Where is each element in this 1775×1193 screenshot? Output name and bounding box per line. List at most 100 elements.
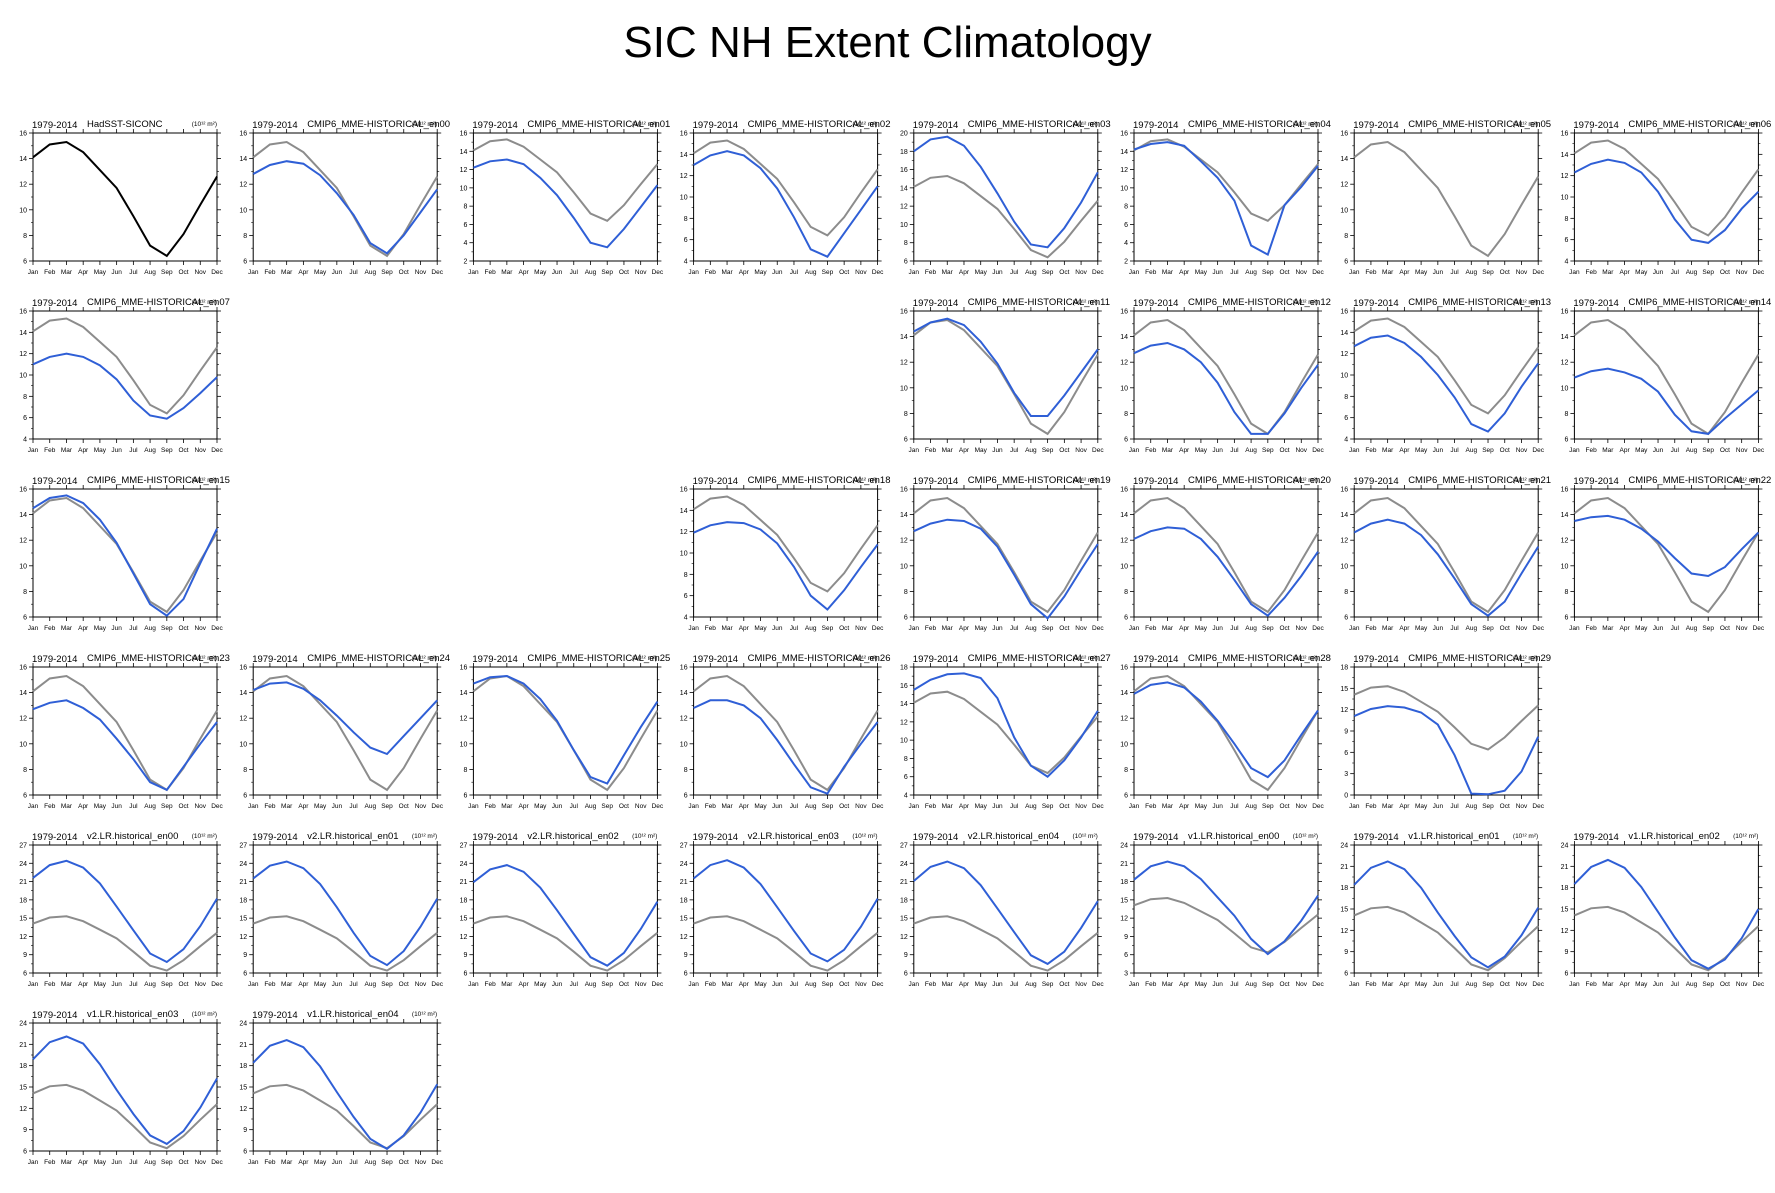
x-tick-label: Jun [992,625,1003,632]
x-tick-label: Sep [1702,447,1714,454]
y-tick-label: 10 [900,738,908,745]
y-tick-label: 24 [1340,843,1348,850]
y-tick-label: 12 [1340,928,1348,935]
x-tick-label: Feb [925,803,937,810]
x-tick-label: Jan [1349,981,1360,988]
series-obs-reference-line [32,674,218,792]
x-tick-label: Mar [281,803,293,810]
x-tick-label: Apr [959,447,970,454]
x-tick-label: Feb [44,803,56,810]
x-tick-label: Apr [1179,803,1190,810]
x-tick-label: Jul [1671,625,1680,632]
y-tick-label: 6 [904,971,908,978]
y-tick-label: 6 [23,615,27,622]
x-tick-label: Jul [1010,981,1019,988]
y-tick-label: 8 [1124,204,1128,211]
x-tick-label: Jan [1129,625,1140,632]
y-tick-label: 10 [1561,563,1569,570]
y-tick-label: 6 [1124,952,1128,959]
y-tick-label: 10 [1561,385,1569,392]
y-tick-label: 10 [19,563,27,570]
y-tick-label: 16 [19,309,27,316]
y-tick-label: 14 [1340,330,1348,337]
series-model-line [1573,858,1760,970]
series-model-line [1573,158,1760,244]
x-tick-label: Apr [959,269,970,276]
x-tick-label: Mar [1162,981,1174,988]
panel-title: v2.LR.historical_en02 [527,831,618,842]
x-tick-label: Jul [349,269,358,276]
x-tick-label: Dec [872,803,884,810]
y-tick-label: 12 [680,173,688,180]
x-tick-label: Jan [468,269,479,276]
panel-cmip6-mme-historical-en00: 1979-2014 CMIP6_MME-HISTORICAL_en00(10¹² … [239,119,450,276]
x-tick-label: Oct [619,803,629,810]
panel-title: v2.LR.historical_en04 [968,831,1059,842]
series-model-line [1353,518,1540,617]
panel-title: v2.LR.historical_en03 [748,831,839,842]
y-tick-label: 15 [1120,897,1128,904]
panel-title: CMIP6_MME-HISTORICAL_en15 [87,475,230,486]
plot-frame [32,132,218,262]
y-tick-label: 12 [900,204,908,211]
x-tick-label: Apr [298,981,309,988]
series-obs-reference-line [1353,140,1540,258]
x-tick-label: Sep [1482,981,1494,988]
series-model-line [32,699,218,792]
y-tick-label: 8 [1344,233,1348,240]
x-tick-label: Oct [399,269,409,276]
x-tick-label: Sep [1042,981,1054,988]
x-tick-label: Dec [1312,625,1324,632]
y-tick-label: 12 [900,360,908,367]
panel-title: CMIP6_MME-HISTORICAL_en05 [1408,119,1551,130]
x-tick-label: Sep [1482,447,1494,454]
x-tick-label: Oct [1720,447,1730,454]
series-model-line [1133,681,1319,779]
y-tick-label: 15 [239,1085,247,1092]
y-tick-label: 16 [19,131,27,138]
x-tick-label: Apr [519,269,530,276]
y-tick-label: 9 [1344,949,1348,956]
x-tick-label: Nov [1075,269,1087,276]
x-tick-label: May [754,981,767,988]
x-tick-label: Jul [129,625,138,632]
x-tick-label: Mar [942,447,954,454]
panel-period: 1979-2014 [1353,298,1398,309]
x-tick-label: Aug [144,269,156,276]
series-model-line [32,1035,218,1146]
x-tick-label: Aug [1245,981,1257,988]
y-tick-label: 14 [900,334,908,341]
panel-title: CMIP6_MME-HISTORICAL_en14 [1628,297,1771,308]
y-tick-label: 18 [239,1063,247,1070]
panel-v1-lr-historical-en04: 1979-2014 v1.LR.historical_en04 (10¹² m²) 6… [239,1009,443,1166]
plot-frame [32,310,218,440]
x-tick-label: Jul [1230,447,1239,454]
y-tick-label: 15 [1561,907,1569,914]
x-tick-label: Jan [1349,803,1360,810]
series-model-line [1353,334,1540,433]
panel-units: (10¹² m²) [412,121,437,128]
x-tick-label: Oct [1720,981,1730,988]
panel-title: v1.LR.historical_en01 [1408,831,1499,842]
panel-period: 1979-2014 [1353,476,1398,487]
x-tick-label: Oct [1720,625,1730,632]
x-tick-label: Nov [194,803,206,810]
x-tick-label: Oct [839,625,849,632]
y-tick-label: 8 [904,589,908,596]
x-tick-label: Dec [1092,269,1104,276]
x-tick-label: Apr [1399,803,1410,810]
y-tick-label: 12 [19,538,27,545]
x-tick-label: Mar [942,981,954,988]
y-tick-label: 8 [23,233,27,240]
x-tick-label: Dec [1092,447,1104,454]
panel-period: 1979-2014 [1353,120,1398,131]
y-tick-label: 12 [239,182,247,189]
x-tick-label: Jun [1212,447,1223,454]
panel-v2-lr-historical-en03: 1979-2014 v2.LR.historical_en03 (10¹² m²) 6… [680,831,884,988]
x-tick-label: Jun [772,981,783,988]
plot-frame [1353,132,1539,262]
y-tick-label: 4 [1344,437,1348,444]
y-tick-label: 14 [19,512,27,519]
y-tick-label: 9 [1564,949,1568,956]
y-tick-label: 16 [1120,131,1128,138]
